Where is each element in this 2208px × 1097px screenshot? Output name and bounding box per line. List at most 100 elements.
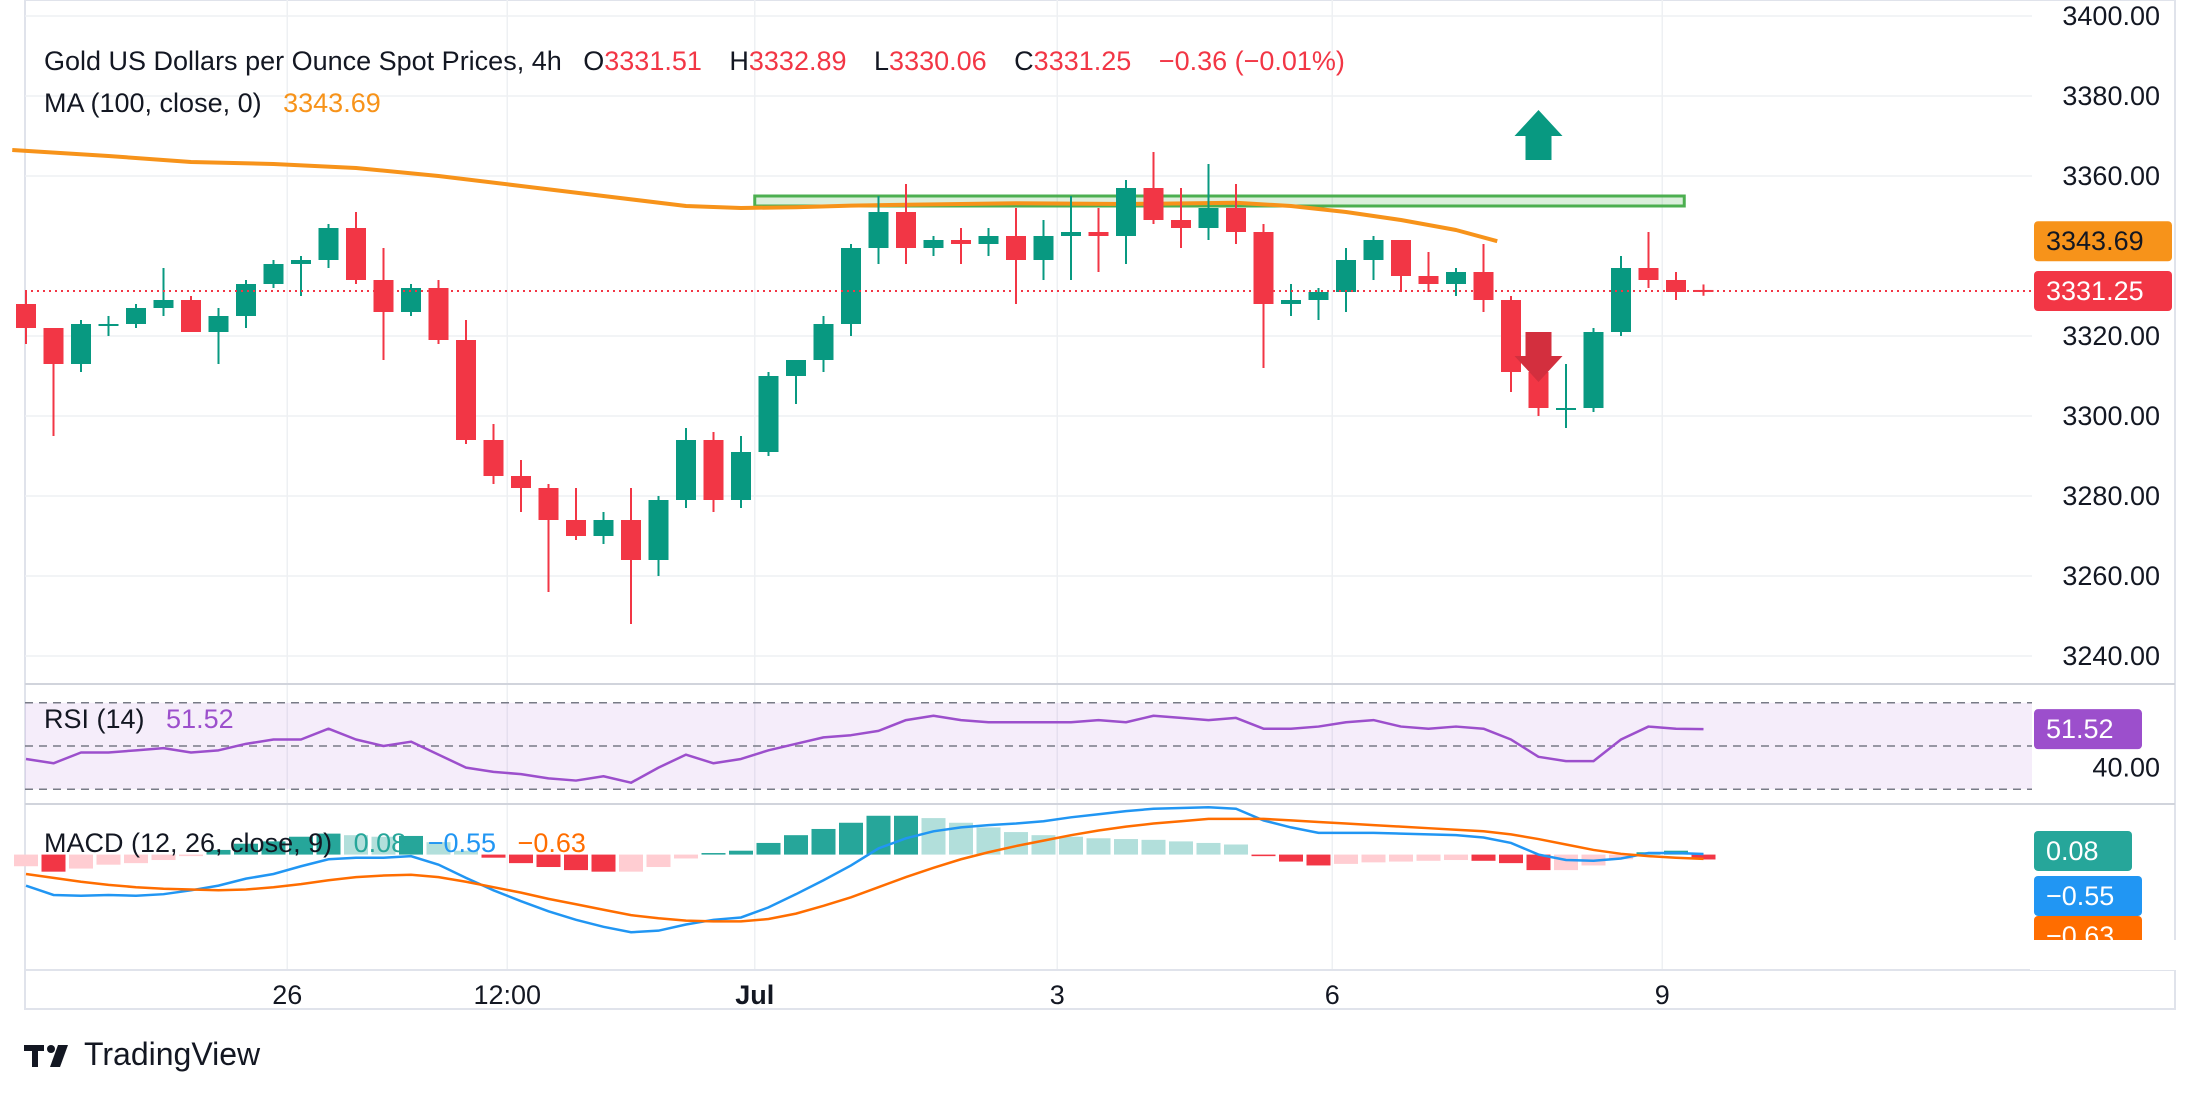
rsi-legend: RSI (14) 51.52 bbox=[44, 704, 240, 735]
price-tick-label: 3400.00 bbox=[2062, 1, 2160, 31]
macd-histogram-bar bbox=[509, 854, 533, 864]
macd-histogram-bar bbox=[124, 854, 148, 864]
ma-legend: MA (100, close, 0) 3343.69 bbox=[44, 88, 387, 119]
candle-body bbox=[346, 228, 366, 280]
candle-body bbox=[1061, 232, 1081, 236]
candle-body bbox=[1281, 300, 1301, 304]
macd-histogram-bar bbox=[701, 853, 726, 855]
candle-body bbox=[978, 236, 999, 244]
candle-body bbox=[483, 440, 504, 476]
price-tick-label: 3360.00 bbox=[2062, 161, 2160, 191]
macd-histogram-bar bbox=[151, 854, 176, 861]
price-tick-label: 3260.00 bbox=[2062, 561, 2160, 591]
down-arrow-icon bbox=[1514, 332, 1563, 382]
ma-value: 3343.69 bbox=[283, 88, 381, 118]
brand-logo[interactable]: TradingView bbox=[24, 1036, 260, 1073]
candle-body bbox=[1583, 332, 1604, 408]
macd-histogram-bar bbox=[1141, 839, 1166, 855]
candle-body bbox=[1308, 292, 1329, 300]
rsi-tick-label: 40.00 bbox=[2092, 753, 2160, 783]
candle-body bbox=[896, 212, 916, 248]
rsi-line bbox=[25, 714, 1704, 784]
candle-body bbox=[1253, 232, 1274, 304]
macd-value: 0.08 bbox=[353, 828, 407, 858]
candle-body bbox=[98, 324, 119, 326]
macd-line bbox=[25, 805, 1704, 934]
price-tick-label: 3280.00 bbox=[2062, 481, 2160, 511]
high-label: H bbox=[729, 46, 749, 76]
macd-label: MACD (12, 26, close, 9) bbox=[44, 828, 333, 858]
ma-100-line bbox=[12, 148, 1498, 244]
macd-histogram-bar bbox=[591, 854, 616, 872]
time-tick-label: 9 bbox=[1655, 980, 1670, 1010]
candle-body bbox=[1556, 408, 1576, 410]
candle-body bbox=[923, 240, 944, 248]
candle-body bbox=[16, 304, 36, 328]
time-axis: 26 12:00 Jul 3 6 9 bbox=[272, 980, 1670, 1010]
candle-body bbox=[1501, 300, 1521, 372]
macd-histogram-bar bbox=[1306, 854, 1331, 866]
candle-body bbox=[1528, 372, 1549, 408]
macd-histogram-bar bbox=[261, 841, 286, 855]
macd-histogram-bar bbox=[1059, 836, 1083, 855]
candle-body bbox=[428, 288, 449, 340]
rsi-badge-bg bbox=[2034, 709, 2142, 750]
price-tick-label: 3320.00 bbox=[2062, 321, 2160, 351]
price-tick-label: 3240.00 bbox=[2062, 641, 2160, 671]
macd-histogram-bar bbox=[1004, 832, 1028, 855]
macd-histogram-bar bbox=[1609, 854, 1633, 860]
macd-histogram-bar bbox=[1389, 854, 1413, 862]
candle-body bbox=[126, 308, 146, 324]
rsi-polyline bbox=[25, 714, 1704, 784]
macd-histogram-bar bbox=[536, 854, 561, 868]
macd-histogram-bar bbox=[1224, 844, 1248, 855]
macd-legend: MACD (12, 26, close, 9) 0.08 −0.55 −0.63 bbox=[44, 828, 592, 859]
chart-frame bbox=[24, 0, 2176, 1010]
candle-body bbox=[676, 440, 696, 500]
macd-signal-line bbox=[25, 817, 1704, 923]
macd-histogram-bar bbox=[646, 854, 671, 868]
candle-body bbox=[566, 520, 586, 536]
macd-signal-value: −0.55 bbox=[427, 828, 497, 858]
macd-histogram-bar bbox=[1196, 842, 1221, 855]
candlesticks bbox=[16, 152, 1714, 624]
candle-body bbox=[1143, 188, 1164, 220]
candle-body bbox=[1666, 280, 1686, 292]
candle-body bbox=[593, 520, 614, 536]
macd-histogram-bar bbox=[96, 854, 121, 865]
candle-body bbox=[1226, 208, 1246, 232]
candle-body bbox=[1446, 272, 1466, 284]
candle-body bbox=[1363, 240, 1384, 260]
macd-histogram-bar bbox=[1251, 854, 1276, 857]
price-tick-label: 3300.00 bbox=[2062, 401, 2160, 431]
candle-body bbox=[1198, 208, 1219, 228]
candle-body bbox=[648, 500, 669, 560]
candle-body bbox=[1088, 232, 1109, 236]
candle-body bbox=[456, 340, 476, 440]
time-tick-label: Jul bbox=[735, 980, 774, 1010]
ma-100-polyline bbox=[12, 148, 1498, 244]
grid-lines bbox=[25, 0, 2175, 971]
macd-signal-badge-bg bbox=[2034, 875, 2142, 916]
candle-body bbox=[511, 476, 531, 488]
low-value: 3330.06 bbox=[889, 46, 987, 76]
macd-histogram-bar bbox=[729, 850, 753, 855]
candle-body bbox=[841, 248, 861, 324]
time-tick-label: 26 bbox=[272, 980, 302, 1010]
close-value: 3331.25 bbox=[1033, 46, 1132, 76]
candle-body bbox=[731, 452, 751, 500]
candle-body bbox=[786, 360, 806, 376]
price-tick-label: 3380.00 bbox=[2062, 81, 2160, 111]
time-tick-label: 6 bbox=[1325, 980, 1340, 1010]
macd-histogram-bar bbox=[1499, 854, 1523, 864]
macd-histogram-bar bbox=[1169, 841, 1193, 855]
time-tick-label: 12:00 bbox=[473, 980, 541, 1010]
brand-name: TradingView bbox=[84, 1036, 261, 1072]
macd-histogram-bar bbox=[481, 854, 506, 858]
macd-histogram-bar bbox=[784, 835, 808, 855]
macd-histogram-bar bbox=[206, 849, 231, 855]
candle-body bbox=[153, 300, 174, 308]
candle-body bbox=[951, 240, 971, 244]
up-arrow-icon bbox=[1514, 110, 1563, 160]
